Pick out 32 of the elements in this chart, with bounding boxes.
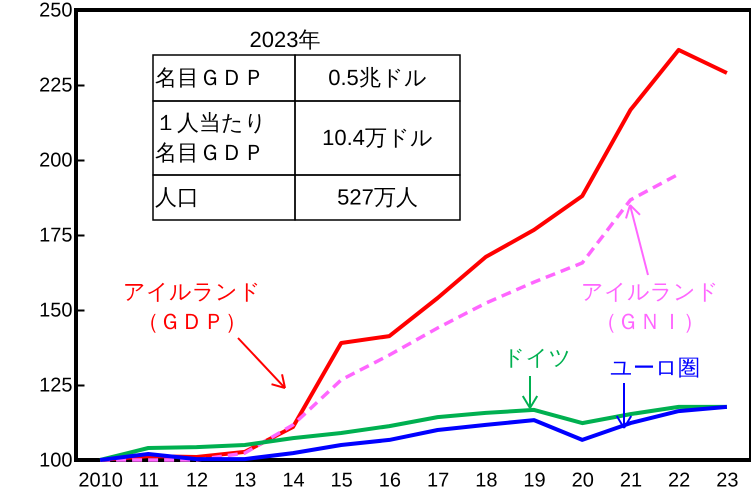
annotation: 0.5兆ドル (328, 65, 427, 90)
text: アイルランド（ＧＤＰ） (123, 279, 261, 334)
x-tick-label: 12 (186, 470, 208, 492)
annotation: 名目ＧＤＰ (155, 65, 265, 90)
y-tick-label: 125 (39, 374, 72, 396)
series-label: ユーロ圏 (610, 355, 700, 380)
x-tick-label: 14 (282, 470, 305, 492)
x-tick-label: 21 (620, 470, 642, 492)
x-tick-label: 16 (378, 470, 402, 492)
x-tick-label: 2010 (78, 470, 123, 492)
x-tick-label: 11 (138, 470, 160, 492)
x-tick-label: 22 (668, 470, 690, 492)
annotation: １人当たり名目ＧＤＰ (155, 110, 267, 165)
annotation: 10.4万ドル (322, 125, 433, 150)
y-tick-label: 175 (39, 224, 72, 246)
x-tick-label: 19 (523, 470, 546, 492)
x-tick-label: 13 (234, 470, 256, 492)
y-tick-label: 150 (39, 300, 72, 322)
y-tick-label: 250 (39, 0, 72, 22)
annotation: 人口 (155, 184, 199, 210)
x-tick-label: 20 (572, 470, 594, 492)
annotation: 2023年 (250, 27, 320, 52)
x-tick-label: 23 (716, 470, 739, 492)
y-tick-label: 100 (39, 450, 72, 472)
series-label: アイルランド（ＧＮＩ） (581, 279, 719, 334)
x-tick-label: 15 (330, 470, 353, 492)
series-label: ドイツ (502, 345, 572, 370)
x-tick-label: 18 (475, 470, 498, 492)
annotation: 527万人 (337, 184, 418, 210)
x-tick-label: 17 (426, 470, 450, 492)
y-tick-label: 200 (39, 150, 72, 172)
y-tick-label: 225 (39, 74, 72, 96)
